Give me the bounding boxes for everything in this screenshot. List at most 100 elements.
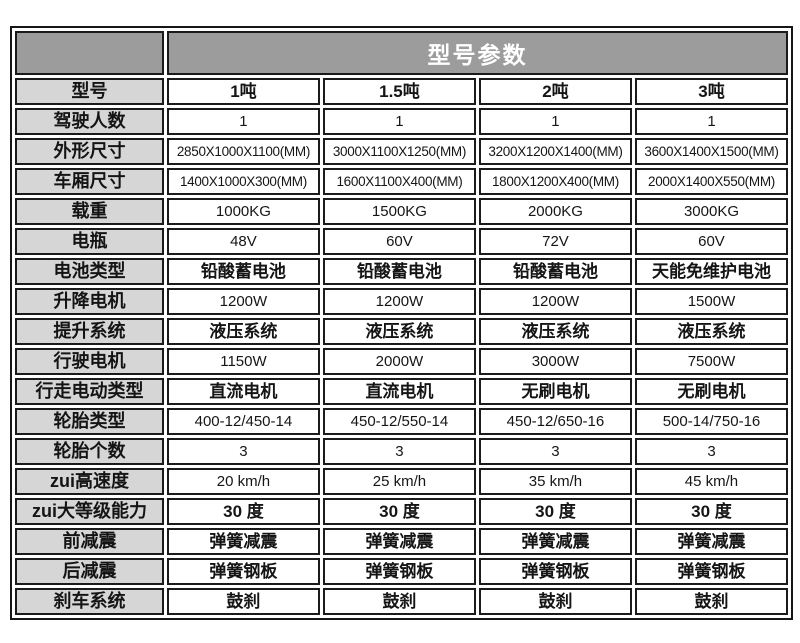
value-cell: 60V <box>634 228 788 255</box>
table-row: 轮胎个数 3 3 3 3 <box>15 438 788 465</box>
value-cell: 1 <box>322 108 476 135</box>
row-label: 刹车系统 <box>15 588 164 615</box>
value-cell: 1400X1000X300(MM) <box>166 168 320 195</box>
value-cell: 直流电机 <box>166 378 320 405</box>
value-cell: 弹簧钢板 <box>634 558 788 585</box>
value-cell: 铅酸蓄电池 <box>166 258 320 285</box>
header-row: 型号参数 <box>15 31 788 75</box>
value-cell: 20 km/h <box>166 468 320 495</box>
value-cell: 弹簧减震 <box>634 528 788 555</box>
row-label: 驾驶人数 <box>15 108 164 135</box>
row-label: 电瓶 <box>15 228 164 255</box>
value-cell: 弹簧减震 <box>478 528 632 555</box>
value-cell: 液压系统 <box>634 318 788 345</box>
value-cell: 1800X1200X400(MM) <box>478 168 632 195</box>
value-cell: 3000W <box>478 348 632 375</box>
value-cell: 液压系统 <box>478 318 632 345</box>
spec-table-body: 型号 1吨 1.5吨 2吨 3吨 驾驶人数 1 1 1 1 外形尺寸 2850X1000X1100(M… <box>15 78 788 615</box>
value-cell: 1600X1100X400(MM) <box>322 168 476 195</box>
table-row: zui高速度 20 km/h 25 km/h 35 km/h 45 km/h <box>15 468 788 495</box>
table-row: 驾驶人数 1 1 1 1 <box>15 108 788 135</box>
value-cell: 45 km/h <box>634 468 788 495</box>
row-label: 后减震 <box>15 558 164 585</box>
table-row: zui大等级能力 30 度 30 度 30 度 30 度 <box>15 498 788 525</box>
value-cell: 30 度 <box>478 498 632 525</box>
row-label: zui高速度 <box>15 468 164 495</box>
table-row: 型号 1吨 1.5吨 2吨 3吨 <box>15 78 788 105</box>
table-row: 轮胎类型 400-12/450-14 450-12/550-14 450-12/650… <box>15 408 788 435</box>
value-cell: 天能免维护电池 <box>634 258 788 285</box>
value-cell: 2850X1000X1100(MM) <box>166 138 320 165</box>
table-row: 行驶电机 1150W 2000W 3000W 7500W <box>15 348 788 375</box>
row-label: 行走电动类型 <box>15 378 164 405</box>
value-cell: 3吨 <box>634 78 788 105</box>
row-label: 轮胎类型 <box>15 408 164 435</box>
value-cell: 3200X1200X1400(MM) <box>478 138 632 165</box>
row-label: 升降电机 <box>15 288 164 315</box>
value-cell: 1 <box>634 108 788 135</box>
value-cell: 2吨 <box>478 78 632 105</box>
value-cell: 3 <box>634 438 788 465</box>
value-cell: 3600X1400X1500(MM) <box>634 138 788 165</box>
row-label: 载重 <box>15 198 164 225</box>
value-cell: 30 度 <box>166 498 320 525</box>
value-cell: 7500W <box>634 348 788 375</box>
value-cell: 1 <box>478 108 632 135</box>
row-label: 轮胎个数 <box>15 438 164 465</box>
value-cell: 鼓刹 <box>166 588 320 615</box>
row-label: 电池类型 <box>15 258 164 285</box>
value-cell: 1 <box>166 108 320 135</box>
corner-cell <box>15 31 164 75</box>
table-row: 车厢尺寸 1400X1000X300(MM) 1600X1100X400(MM) 18… <box>15 168 788 195</box>
value-cell: 1500W <box>634 288 788 315</box>
row-label: zui大等级能力 <box>15 498 164 525</box>
row-label: 行驶电机 <box>15 348 164 375</box>
value-cell: 无刷电机 <box>634 378 788 405</box>
value-cell: 鼓刹 <box>634 588 788 615</box>
value-cell: 400-12/450-14 <box>166 408 320 435</box>
value-cell: 3 <box>166 438 320 465</box>
value-cell: 60V <box>322 228 476 255</box>
table-title: 型号参数 <box>166 31 788 75</box>
value-cell: 1吨 <box>166 78 320 105</box>
value-cell: 500-14/750-16 <box>634 408 788 435</box>
table-row: 电瓶 48V 60V 72V 60V <box>15 228 788 255</box>
value-cell: 35 km/h <box>478 468 632 495</box>
value-cell: 25 km/h <box>322 468 476 495</box>
table-row: 刹车系统 鼓刹 鼓刹 鼓刹 鼓刹 <box>15 588 788 615</box>
value-cell: 450-12/650-16 <box>478 408 632 435</box>
row-label: 前减震 <box>15 528 164 555</box>
value-cell: 48V <box>166 228 320 255</box>
value-cell: 弹簧钢板 <box>166 558 320 585</box>
value-cell: 铅酸蓄电池 <box>322 258 476 285</box>
value-cell: 鼓刹 <box>322 588 476 615</box>
table-row: 载重 1000KG 1500KG 2000KG 3000KG <box>15 198 788 225</box>
table-row: 行走电动类型 直流电机 直流电机 无刷电机 无刷电机 <box>15 378 788 405</box>
value-cell: 直流电机 <box>322 378 476 405</box>
table-row: 前减震 弹簧减震 弹簧减震 弹簧减震 弹簧减震 <box>15 528 788 555</box>
value-cell: 无刷电机 <box>478 378 632 405</box>
table-row: 提升系统 液压系统 液压系统 液压系统 液压系统 <box>15 318 788 345</box>
value-cell: 3 <box>478 438 632 465</box>
value-cell: 1150W <box>166 348 320 375</box>
value-cell: 2000W <box>322 348 476 375</box>
value-cell: 弹簧钢板 <box>478 558 632 585</box>
row-label: 型号 <box>15 78 164 105</box>
value-cell: 液压系统 <box>322 318 476 345</box>
value-cell: 3000KG <box>634 198 788 225</box>
row-label: 车厢尺寸 <box>15 168 164 195</box>
value-cell: 1000KG <box>166 198 320 225</box>
value-cell: 1200W <box>166 288 320 315</box>
value-cell: 2000KG <box>478 198 632 225</box>
value-cell: 弹簧减震 <box>322 528 476 555</box>
row-label: 外形尺寸 <box>15 138 164 165</box>
value-cell: 3000X1100X1250(MM) <box>322 138 476 165</box>
table-row: 外形尺寸 2850X1000X1100(MM) 3000X1100X1250(MM)… <box>15 138 788 165</box>
value-cell: 铅酸蓄电池 <box>478 258 632 285</box>
value-cell: 450-12/550-14 <box>322 408 476 435</box>
value-cell: 72V <box>478 228 632 255</box>
value-cell: 2000X1400X550(MM) <box>634 168 788 195</box>
value-cell: 1200W <box>322 288 476 315</box>
value-cell: 30 度 <box>634 498 788 525</box>
table-row: 电池类型 铅酸蓄电池 铅酸蓄电池 铅酸蓄电池 天能免维护电池 <box>15 258 788 285</box>
